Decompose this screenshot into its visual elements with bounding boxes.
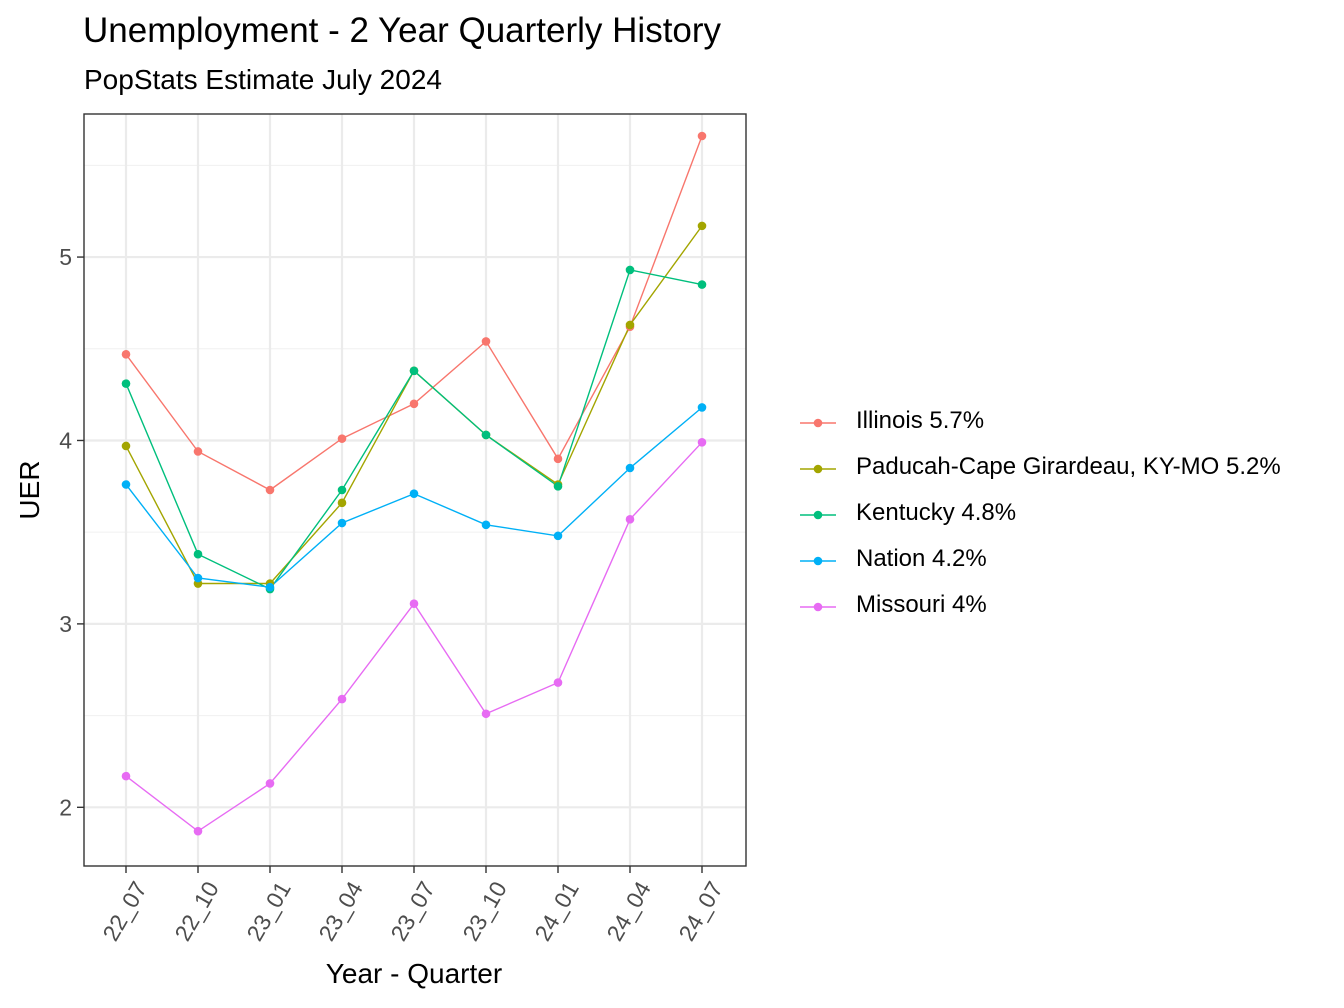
x-tick-label: 23_01 xyxy=(241,877,296,945)
legend-item: Illinois 5.7% xyxy=(798,400,1338,446)
data-point xyxy=(409,489,419,498)
data-point xyxy=(553,454,563,464)
data-point xyxy=(193,549,203,559)
data-point xyxy=(553,531,563,541)
data-point xyxy=(697,131,707,141)
data-point xyxy=(265,485,275,495)
data-point xyxy=(481,430,491,440)
plot-border xyxy=(83,113,747,867)
data-point xyxy=(697,403,707,412)
data-point xyxy=(265,779,275,788)
y-tick-label: 3 xyxy=(59,611,72,637)
chart-subtitle: PopStats Estimate July 2024 xyxy=(84,64,442,95)
x-tick-label: 23_07 xyxy=(385,877,440,945)
data-point xyxy=(553,678,563,687)
data-point xyxy=(625,463,635,473)
legend-label: Kentucky 4.8% xyxy=(856,499,1017,526)
data-point xyxy=(625,265,635,275)
data-point xyxy=(697,438,707,447)
data-point xyxy=(337,694,347,704)
legend-key xyxy=(800,464,836,474)
legend-key xyxy=(800,418,836,428)
data-point xyxy=(697,280,707,289)
x-tick-label: 22_07 xyxy=(97,877,152,945)
data-point xyxy=(481,709,491,719)
data-point xyxy=(553,482,563,491)
data-point xyxy=(193,826,203,836)
x-tick-label: 22_10 xyxy=(169,877,224,945)
data-point xyxy=(121,480,131,489)
x-axis-label: Year - Quarter xyxy=(325,958,503,989)
legend-item: Paducah-Cape Girardeau, KY-MO 5.2% xyxy=(798,446,1338,492)
data-point xyxy=(121,379,131,388)
data-point xyxy=(193,447,203,456)
data-point xyxy=(337,485,347,495)
legend-item: Kentucky 4.8% xyxy=(798,492,1338,538)
y-tick-label: 4 xyxy=(59,427,72,453)
legend-item: Missouri 4% xyxy=(798,584,1338,630)
legend-label: Missouri 4% xyxy=(856,591,987,618)
legend-label: Paducah-Cape Girardeau, KY-MO 5.2% xyxy=(856,453,1281,480)
data-point xyxy=(409,366,419,376)
data-point xyxy=(481,337,491,346)
data-point xyxy=(193,573,203,583)
data-point xyxy=(121,441,131,451)
data-point xyxy=(337,518,347,528)
legend-key xyxy=(800,602,836,612)
data-point xyxy=(481,520,491,530)
data-point xyxy=(121,349,131,359)
data-point xyxy=(337,434,347,443)
data-point xyxy=(121,771,131,781)
data-point xyxy=(625,515,635,524)
legend-key xyxy=(800,556,836,566)
y-tick-label: 2 xyxy=(59,794,72,820)
data-point xyxy=(265,582,275,592)
x-tick-label: 23_10 xyxy=(457,877,512,945)
x-tick-label: 24_04 xyxy=(601,877,656,946)
chart-title: Unemployment - 2 Year Quarterly History xyxy=(83,11,722,50)
legend-item: Nation 4.2% xyxy=(798,538,1338,584)
x-tick-label: 24_07 xyxy=(673,877,728,945)
y-tick-label: 5 xyxy=(59,244,72,270)
data-point xyxy=(409,599,419,609)
data-point xyxy=(697,221,707,231)
legend-label: Illinois 5.7% xyxy=(856,407,985,434)
x-tick-label: 24_01 xyxy=(529,877,584,945)
data-point xyxy=(409,399,419,409)
data-point xyxy=(337,498,347,508)
legend-label: Nation 4.2% xyxy=(856,545,987,572)
legend-key xyxy=(800,510,836,520)
x-tick-label: 23_04 xyxy=(313,877,368,946)
data-point xyxy=(625,320,635,330)
